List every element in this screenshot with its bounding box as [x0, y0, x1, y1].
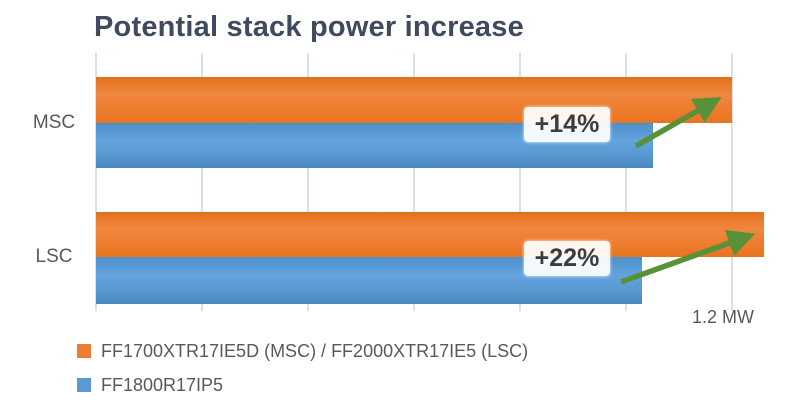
gridline	[413, 53, 415, 311]
gridline	[95, 53, 97, 311]
gridline	[625, 53, 627, 311]
bar-lsc-new-stack	[96, 212, 764, 257]
gridline	[731, 53, 733, 311]
category-label-msc: MSC	[32, 112, 76, 133]
gridline	[201, 53, 203, 311]
legend-label: FF1800R17IP5	[101, 374, 224, 395]
legend: FF1700XTR17IE5D (MSC) / FF2000XTR17IE5 (…	[77, 341, 528, 406]
legend-label: FF1700XTR17IE5D (MSC) / FF2000XTR17IE5 (…	[101, 340, 529, 361]
axis-max-label: 1.2 MW	[692, 307, 755, 327]
category-label-lsc: LSC	[35, 246, 73, 267]
chart-title: Potential stack power increase	[94, 11, 524, 43]
legend-row: FF1700XTR17IE5D (MSC) / FF2000XTR17IE5 (…	[77, 341, 528, 361]
legend-swatch-blue	[77, 378, 91, 392]
increase-badge-lsc: +22%	[524, 241, 610, 276]
legend-swatch-orange	[77, 344, 91, 358]
increase-badge-msc: +14%	[524, 107, 610, 142]
gridline	[519, 53, 521, 311]
bar-msc-new-stack	[96, 77, 732, 123]
legend-row: FF1800R17IP5	[77, 375, 528, 395]
gridline	[307, 53, 309, 311]
